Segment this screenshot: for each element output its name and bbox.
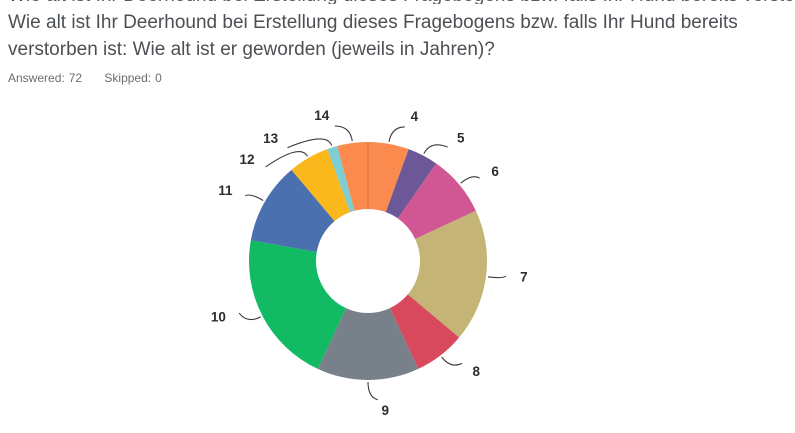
pie-slice-8[interactable] xyxy=(389,294,460,369)
pie-slice-11[interactable] xyxy=(250,169,335,252)
label-leader-14 xyxy=(334,125,353,142)
slice-label-5: 5 xyxy=(457,131,465,146)
label-leader-9 xyxy=(367,381,378,401)
pie-slice-6[interactable] xyxy=(397,163,476,240)
slice-label-13: 13 xyxy=(263,131,279,146)
answered-stat: Answered: 72 xyxy=(8,71,82,85)
label-leader-13 xyxy=(287,138,333,149)
response-stats: Answered: 72 Skipped: 0 xyxy=(0,71,795,85)
answered-value: 72 xyxy=(68,71,83,85)
answered-label: Answered: xyxy=(8,71,65,85)
label-leader-5 xyxy=(423,144,448,154)
slice-label-12: 12 xyxy=(240,152,255,167)
slice-label-10: 10 xyxy=(211,310,226,325)
pie-slice-14[interactable] xyxy=(337,142,368,211)
pie-slice-9[interactable] xyxy=(317,308,419,380)
slice-label-14: 14 xyxy=(314,108,330,123)
pie-slice-10[interactable] xyxy=(249,240,347,369)
slice-label-4: 4 xyxy=(411,109,419,124)
pie-slice-13[interactable] xyxy=(327,146,355,213)
question-title: Wie alt ist Ihr Deerhound bei Erstellung… xyxy=(8,12,738,60)
label-leader-6 xyxy=(460,176,480,184)
pie-slice-7[interactable] xyxy=(407,210,487,338)
question-summary-page: Wie alt ist Ihr Deerhound bei Erstellung… xyxy=(0,0,795,418)
slice-label-8: 8 xyxy=(473,364,481,379)
label-leader-7 xyxy=(487,275,507,279)
pie-slice-4[interactable] xyxy=(368,142,409,213)
slice-label-11: 11 xyxy=(218,183,233,198)
skipped-label: Skipped: xyxy=(104,71,152,85)
label-leader-4 xyxy=(388,126,405,142)
label-leader-8 xyxy=(441,356,463,366)
cropped-text-row-above: Wie alt ist Ihr Deerhound bei Erstellung… xyxy=(0,0,795,4)
skipped-value: 0 xyxy=(155,71,162,85)
label-leader-11 xyxy=(245,194,264,201)
slice-label-7: 7 xyxy=(520,270,528,285)
slice-label-9: 9 xyxy=(381,403,389,418)
pie-slice-5[interactable] xyxy=(385,149,437,219)
label-leader-10 xyxy=(238,312,261,321)
cropped-text: Wie alt ist Ihr Deerhound bei Erstellung… xyxy=(8,0,795,4)
slice-label-6: 6 xyxy=(491,164,499,179)
skipped-stat: Skipped: 0 xyxy=(104,71,161,85)
